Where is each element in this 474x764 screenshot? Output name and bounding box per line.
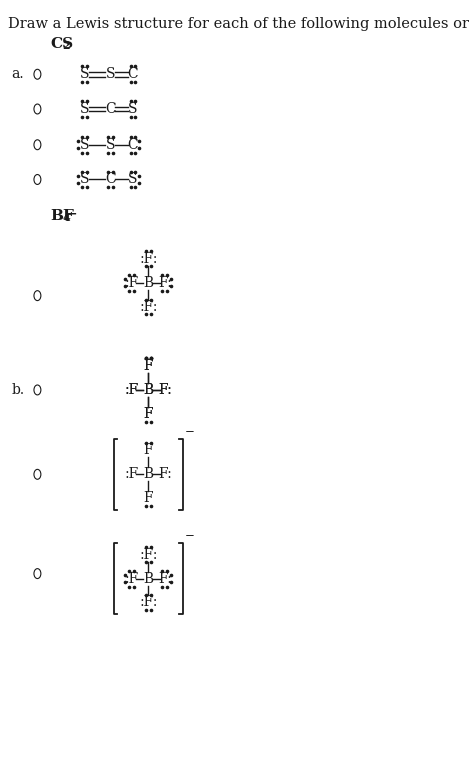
Text: S: S	[80, 102, 89, 116]
Text: B: B	[143, 383, 153, 397]
Text: −: −	[184, 423, 194, 436]
Text: F:: F:	[158, 571, 172, 585]
Text: F: F	[144, 491, 153, 505]
Text: Draw a Lewis structure for each of the following molecules or ions:: Draw a Lewis structure for each of the f…	[9, 17, 474, 31]
Text: F: F	[144, 406, 153, 421]
Text: 4: 4	[63, 212, 70, 223]
Text: B: B	[143, 276, 153, 290]
Text: B: B	[143, 571, 153, 585]
Text: CS: CS	[50, 37, 73, 50]
Text: C: C	[128, 67, 138, 81]
Text: 2: 2	[63, 40, 70, 50]
Text: −: −	[184, 528, 194, 541]
Text: :F: :F	[125, 571, 139, 585]
Text: B: B	[143, 383, 153, 397]
Text: :F:: :F:	[139, 299, 157, 313]
Text: S: S	[80, 138, 89, 152]
Text: F: F	[144, 359, 153, 373]
Text: F: F	[144, 443, 153, 458]
Text: F:: F:	[158, 383, 172, 397]
Text: :F: :F	[125, 383, 139, 397]
Text: S: S	[80, 173, 89, 186]
Text: B: B	[143, 468, 153, 481]
Text: C: C	[128, 138, 138, 152]
Text: −: −	[67, 207, 78, 220]
Text: BF: BF	[50, 209, 74, 223]
Text: F:: F:	[158, 276, 172, 290]
Text: :F:: :F:	[139, 548, 157, 562]
Text: F:: F:	[158, 383, 172, 397]
Text: C: C	[105, 173, 116, 186]
Text: a.: a.	[11, 67, 24, 81]
Text: b.: b.	[11, 383, 24, 397]
Text: C: C	[105, 102, 116, 116]
Text: :F: :F	[125, 468, 139, 481]
Text: F:: F:	[158, 468, 172, 481]
Text: F: F	[144, 406, 153, 421]
Text: S: S	[128, 173, 138, 186]
Text: S: S	[128, 102, 138, 116]
Text: :F:: :F:	[139, 252, 157, 266]
Text: S: S	[80, 67, 89, 81]
Text: S: S	[105, 67, 115, 81]
Text: F: F	[144, 359, 153, 373]
Text: :F: :F	[125, 383, 139, 397]
Text: S: S	[105, 138, 115, 152]
Text: :F: :F	[125, 276, 139, 290]
Text: :F:: :F:	[139, 595, 157, 610]
